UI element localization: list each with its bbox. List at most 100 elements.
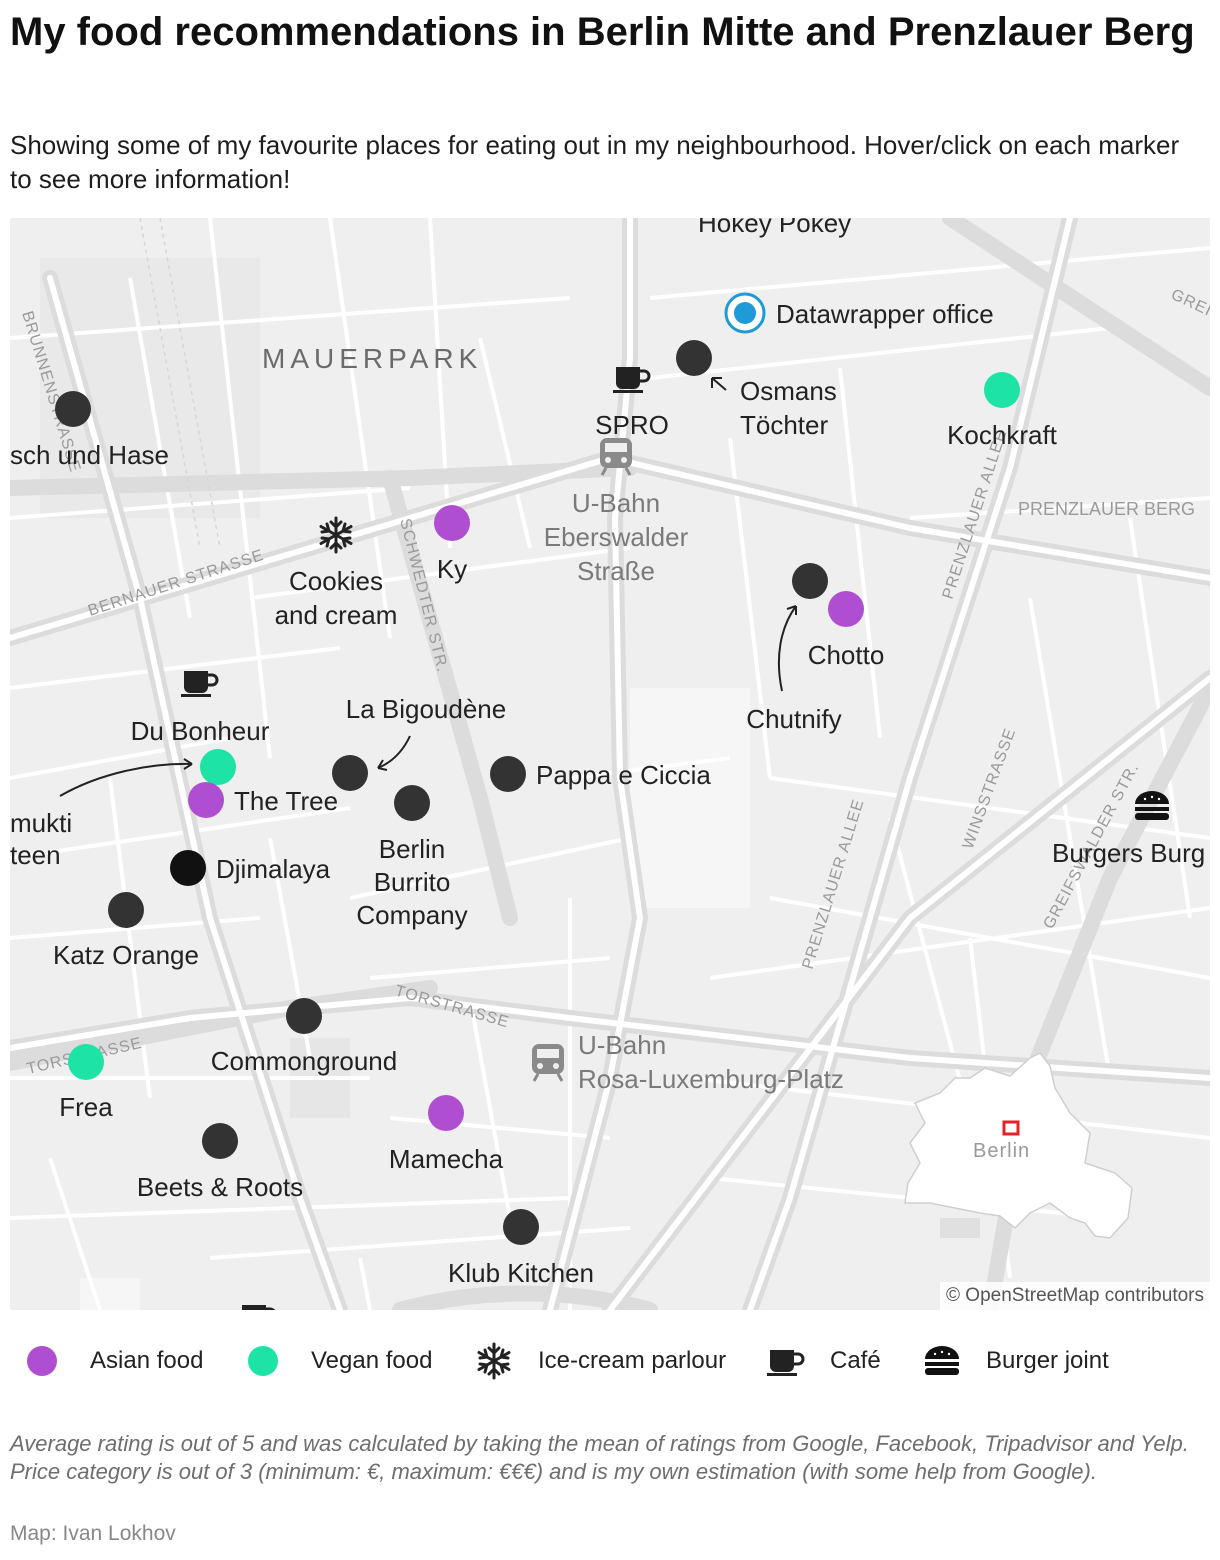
restaurant-marker[interactable]	[332, 755, 368, 791]
restaurant-marker[interactable]	[676, 340, 712, 376]
restaurant-marker[interactable]	[170, 850, 206, 886]
page-subtitle: Showing some of my favourite places for …	[10, 130, 1180, 194]
rating-note: Average rating is out of 5 and was calcu…	[10, 1431, 1189, 1456]
svg-text:Katz Orange: Katz Orange	[53, 940, 199, 970]
place-samukti-canteen[interactable]: mukti teen	[10, 749, 236, 870]
svg-text:Du Bonheur: Du Bonheur	[131, 716, 270, 746]
restaurant-marker[interactable]	[286, 998, 322, 1034]
asian-marker[interactable]	[188, 782, 224, 818]
place-pappa-e-ciccia[interactable]: Pappa e Ciccia	[490, 756, 711, 792]
area-label-prenzlauer-berg: PRENZLAUER BERG	[1018, 499, 1195, 519]
svg-text:Company: Company	[356, 900, 467, 930]
asian-marker[interactable]	[828, 591, 864, 627]
byline: Map: Ivan Lokhov	[10, 1522, 176, 1545]
place-djimalaya[interactable]: Djimalaya	[170, 850, 331, 886]
restaurant-marker[interactable]	[55, 391, 91, 427]
svg-text:La Bigoudène: La Bigoudène	[346, 694, 506, 724]
svg-text:sch und Hase: sch und Hase	[10, 440, 169, 470]
restaurant-marker[interactable]	[503, 1209, 539, 1245]
svg-text:Osmans: Osmans	[740, 376, 837, 406]
place-du-bonheur[interactable]: Du Bonheur	[131, 669, 270, 746]
area-label-mauerpark: MAUERPARK	[262, 343, 482, 374]
svg-text:Beets & Roots: Beets & Roots	[137, 1172, 303, 1202]
svg-text:Chotto: Chotto	[808, 640, 885, 670]
place-beets-and-roots[interactable]: Beets & Roots	[137, 1123, 303, 1202]
place-klub-kitchen[interactable]: Klub Kitchen	[448, 1209, 594, 1288]
place-fisch-und-hase[interactable]: sch und Hase	[10, 391, 169, 470]
svg-text:Chutnify: Chutnify	[746, 704, 841, 734]
place-spro[interactable]: SPRO	[595, 365, 669, 440]
price-note: Price category is out of 3 (minimum: €, …	[10, 1459, 1097, 1484]
vegan-marker[interactable]	[200, 749, 236, 785]
restaurant-marker[interactable]	[108, 892, 144, 928]
restaurant-marker[interactable]	[394, 785, 430, 821]
legend-item-vegan-food: Vegan food	[247, 1336, 432, 1386]
svg-text:Cookies: Cookies	[289, 566, 383, 596]
place-kochkraft[interactable]: Kochkraft	[947, 372, 1058, 450]
burger-icon	[925, 1346, 959, 1375]
restaurant-marker[interactable]	[792, 563, 828, 599]
svg-text:teen: teen	[10, 840, 61, 870]
place-chutnify[interactable]: Chutnify	[746, 563, 842, 734]
svg-text:Frea: Frea	[59, 1092, 113, 1122]
svg-text:Pappa e Ciccia: Pappa e Ciccia	[536, 760, 711, 790]
svg-text:Mamecha: Mamecha	[389, 1144, 504, 1174]
office-label: Datawrapper office	[776, 299, 994, 329]
svg-text:and cream: and cream	[275, 600, 398, 630]
svg-text:Djimalaya: Djimalaya	[216, 854, 331, 884]
place-cookies-and-cream[interactable]: Cookies and cream	[275, 516, 398, 630]
place-mamecha[interactable]: Mamecha	[389, 1095, 504, 1174]
snowflake-icon	[477, 1342, 511, 1380]
svg-text:Eberswalder: Eberswalder	[544, 522, 689, 552]
purple-circle-icon	[27, 1346, 57, 1376]
svg-text:The Tree: The Tree	[234, 786, 338, 816]
svg-text:mukti: mukti	[10, 808, 72, 838]
footnotes: Average rating is out of 5 and was calcu…	[10, 1430, 1210, 1486]
restaurant-marker[interactable]	[202, 1123, 238, 1159]
svg-text:Hokey Pokey: Hokey Pokey	[698, 218, 851, 238]
legend: Asian food Vegan food Ice-cream parlour …	[10, 1336, 1210, 1386]
place-hokey-pokey[interactable]: Hokey Pokey	[698, 218, 851, 238]
svg-text:Commonground: Commonground	[211, 1046, 397, 1076]
restaurant-marker[interactable]	[490, 756, 526, 792]
datawrapper-office[interactable]: Datawrapper office	[724, 292, 994, 334]
green-circle-icon	[248, 1346, 278, 1376]
place-osmans-tochter[interactable]: Osmans Töchter	[676, 340, 837, 440]
vegan-marker[interactable]	[68, 1044, 104, 1080]
place-frea[interactable]: Frea	[59, 1044, 113, 1122]
map-container[interactable]: MAUERPARK PRENZLAUER BERG BRUNNENSTRASSE…	[10, 218, 1210, 1310]
place-la-bigoudene[interactable]: La Bigoudène	[332, 694, 506, 791]
place-berlin-burrito-company[interactable]: Berlin Burrito Company	[356, 785, 468, 930]
coffee-cup-icon	[766, 1348, 805, 1378]
place-ky[interactable]: Ky	[434, 505, 470, 584]
svg-text:Ky: Ky	[437, 554, 467, 584]
place-burgers-burgers[interactable]: Burgers Burg	[1052, 791, 1205, 868]
svg-text:SPRO: SPRO	[595, 410, 669, 440]
svg-text:U-Bahn: U-Bahn	[578, 1030, 666, 1060]
place-the-tree[interactable]: The Tree	[188, 782, 338, 818]
page-title: My food recommendations in Berlin Mitte …	[10, 10, 1195, 54]
place-commonground[interactable]: Commonground	[211, 998, 397, 1076]
svg-text:Töchter: Töchter	[740, 410, 828, 440]
station-eberswalder[interactable]: U-Bahn Eberswalder Straße	[544, 436, 689, 586]
svg-text:Kochkraft: Kochkraft	[947, 420, 1058, 450]
minor-streets	[10, 218, 1210, 1310]
place-chotto[interactable]: Chotto	[808, 591, 885, 670]
map-svg[interactable]: MAUERPARK PRENZLAUER BERG BRUNNENSTRASSE…	[10, 218, 1210, 1310]
legend-item-cafe: Café	[766, 1336, 881, 1386]
asian-marker[interactable]	[428, 1095, 464, 1131]
svg-text:Rosa-Luxemburg-Platz: Rosa-Luxemburg-Platz	[578, 1064, 844, 1094]
place-katz-orange[interactable]: Katz Orange	[53, 892, 199, 970]
svg-text:Berlin: Berlin	[379, 834, 445, 864]
legend-item-asian-food: Asian food	[26, 1336, 203, 1386]
svg-text:Burrito: Burrito	[374, 867, 451, 897]
svg-text:Klub Kitchen: Klub Kitchen	[448, 1258, 594, 1288]
legend-item-burger-joint: Burger joint	[922, 1336, 1109, 1386]
inset-label-berlin: Berlin	[973, 1140, 1030, 1162]
asian-marker[interactable]	[434, 505, 470, 541]
station-rosa-luxemburg-platz[interactable]: U-Bahn Rosa-Luxemburg-Platz	[530, 1030, 844, 1094]
vegan-marker[interactable]	[984, 372, 1020, 408]
map-attribution[interactable]: © OpenStreetMap contributors	[940, 1282, 1210, 1310]
berlin-inset: Berlin	[904, 1052, 1133, 1239]
annotation-arrows	[59, 377, 797, 797]
